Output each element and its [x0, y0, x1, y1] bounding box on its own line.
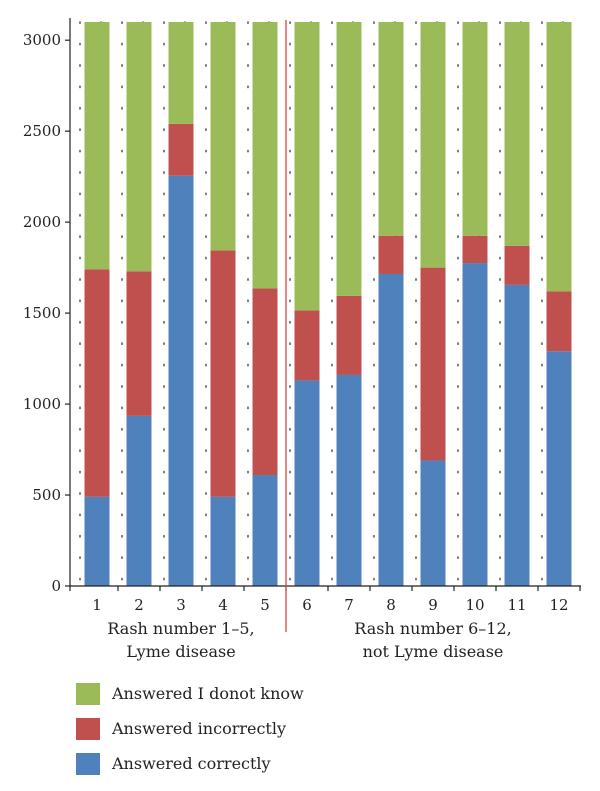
bar-answered-i-donot-know-7 [336, 22, 362, 296]
bar-answered-correctly-2 [126, 415, 152, 586]
bar-answered-correctly-1 [84, 496, 110, 586]
y-tick-label-2500: 2500 [23, 122, 61, 140]
grid-dots [79, 21, 564, 587]
bar-answered-i-donot-know-11 [504, 22, 530, 246]
legend-swatch-incorrect [76, 717, 100, 740]
x-tick-label-9: 9 [428, 596, 438, 614]
legend-swatch-correct [76, 752, 100, 775]
bar-answered-incorrectly-4 [210, 250, 236, 497]
bar-answered-incorrectly-10 [462, 235, 488, 264]
bar-answered-i-donot-know-1 [84, 22, 110, 270]
axes [65, 18, 581, 632]
x-tick-label-5: 5 [260, 596, 270, 614]
bar-answered-i-donot-know-6 [294, 22, 320, 311]
x-tick-label-8: 8 [386, 596, 396, 614]
bar-answered-incorrectly-8 [378, 235, 404, 274]
x-tick-label-1: 1 [92, 596, 102, 614]
bar-answered-incorrectly-11 [504, 245, 530, 285]
bar-answered-correctly-6 [294, 380, 320, 586]
bar-answered-incorrectly-9 [420, 267, 446, 461]
y-tick-label-1500: 1500 [23, 304, 61, 322]
x-tick-label-6: 6 [302, 596, 312, 614]
bar-answered-correctly-7 [336, 374, 362, 586]
bar-answered-incorrectly-7 [336, 295, 362, 375]
bar-answered-incorrectly-1 [84, 269, 110, 497]
y-tick-label-3000: 3000 [23, 31, 61, 49]
bar-answered-i-donot-know-3 [168, 22, 194, 124]
bar-answered-correctly-9 [420, 460, 446, 586]
x-tick-label-7: 7 [344, 596, 354, 614]
bar-answered-i-donot-know-12 [546, 22, 572, 292]
legend: Answered I donot know Answered incorrect… [76, 676, 304, 781]
bar-answered-incorrectly-3 [168, 123, 194, 176]
legend-item-incorrect: Answered incorrectly [76, 711, 304, 746]
bar-answered-correctly-12 [546, 351, 572, 586]
bar-answered-correctly-8 [378, 273, 404, 586]
x-tick-label-10: 10 [465, 596, 484, 614]
group-label-lyme-line1: Rash number 1–5, [107, 619, 254, 638]
group-label-not-lyme-line2: not Lyme disease [363, 642, 504, 661]
legend-item-correct: Answered correctly [76, 746, 304, 781]
bar-answered-i-donot-know-9 [420, 22, 446, 268]
legend-swatch-dont-know [76, 682, 100, 705]
bar-answered-correctly-4 [210, 496, 236, 586]
y-tick-label-500: 500 [32, 486, 61, 504]
bar-answered-incorrectly-5 [252, 288, 278, 476]
y-tick-label-0: 0 [51, 577, 61, 595]
bar-answered-i-donot-know-2 [126, 22, 152, 272]
bars [84, 22, 572, 587]
x-tick-label-11: 11 [507, 596, 526, 614]
bar-answered-correctly-10 [462, 263, 488, 586]
y-tick-label-1000: 1000 [23, 395, 61, 413]
bar-answered-i-donot-know-5 [252, 22, 278, 289]
bar-answered-correctly-5 [252, 475, 278, 586]
group-label-lyme-line2: Lyme disease [126, 642, 235, 661]
bar-answered-i-donot-know-8 [378, 22, 404, 236]
bar-answered-correctly-3 [168, 175, 194, 587]
bar-answered-i-donot-know-4 [210, 22, 236, 251]
x-tick-label-12: 12 [549, 596, 568, 614]
bar-answered-correctly-11 [504, 284, 530, 586]
bar-answered-incorrectly-2 [126, 271, 152, 416]
x-tick-label-4: 4 [218, 596, 228, 614]
x-tick-label-3: 3 [176, 596, 186, 614]
group-label-not-lyme-line1: Rash number 6–12, [354, 619, 511, 638]
x-tick-label-2: 2 [134, 596, 144, 614]
legend-label-correct: Answered correctly [112, 754, 271, 773]
legend-item-dont-know: Answered I donot know [76, 676, 304, 711]
legend-label-dont-know: Answered I donot know [112, 684, 304, 703]
y-tick-label-2000: 2000 [23, 213, 61, 231]
legend-label-incorrect: Answered incorrectly [112, 719, 287, 738]
bar-answered-incorrectly-12 [546, 291, 572, 352]
bar-answered-i-donot-know-10 [462, 22, 488, 236]
bar-answered-incorrectly-6 [294, 310, 320, 381]
